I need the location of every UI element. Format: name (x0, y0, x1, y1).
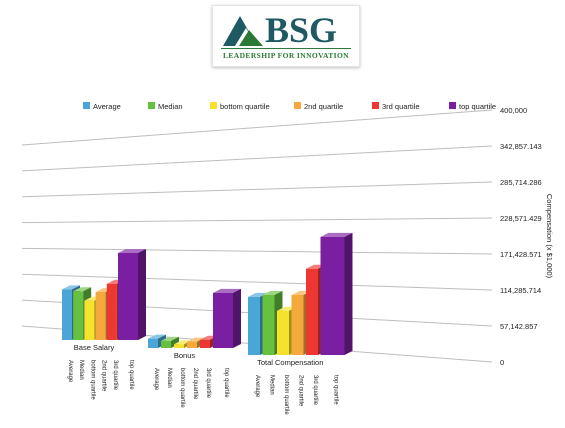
y-tick-label: 400,000 (500, 106, 527, 115)
legend-label: Median (158, 102, 183, 111)
x-tick-label: 3rd quartile (205, 368, 211, 399)
legend-swatch (210, 102, 217, 109)
y-tick-label: 114,285.714 (500, 286, 541, 295)
legend: Average Median bottom quartile 2nd quartile… (83, 102, 496, 111)
legend-swatch (148, 102, 155, 109)
x-tick-label: Median (166, 368, 172, 388)
y-axis-ticks: 0 57,142.857 114,285.714 171,428.571 228,571… (500, 106, 542, 367)
y-tick-label: 228,571.429 (500, 214, 542, 223)
y-axis-label: Compensation (x $1,000) (545, 194, 554, 279)
x-tick-label: 3rd quartile (112, 360, 118, 391)
legend-swatch (83, 102, 90, 109)
y-tick-label: 285,714.286 (500, 178, 542, 187)
x-tick-label: bottom quartile (179, 368, 185, 408)
bars (62, 232, 353, 355)
x-tick-label: 3rd quartile (312, 375, 318, 406)
y-tick-label: 342,857.143 (500, 142, 542, 151)
x-tick-label: Median (78, 360, 84, 380)
logo-tagline: LEADERSHIP FOR INNOVATION (223, 51, 349, 60)
bar (161, 336, 179, 348)
y-tick-label: 57,142.857 (500, 322, 538, 331)
gridline (21, 273, 493, 291)
x-tick-label: Average (254, 375, 260, 398)
x-tick-label: top quartile (223, 368, 229, 398)
category-label: Bonus (174, 351, 196, 360)
legend-label: Average (93, 102, 121, 111)
bar (213, 288, 241, 348)
gridline (21, 181, 493, 198)
legend-label: top quartile (459, 102, 496, 111)
gridline (21, 247, 493, 255)
bar (118, 249, 146, 340)
gridline (21, 145, 493, 172)
x-tick-label: 2nd quartile (192, 368, 198, 400)
gridline (21, 109, 493, 146)
x-tick-label: bottom quartile (89, 360, 95, 400)
x-axis-ticks: Average Median bottom quartile 2nd quartile… (67, 360, 339, 415)
legend-label: 2nd quartile (304, 102, 343, 111)
legend-label: bottom quartile (220, 102, 270, 111)
category-label: Base Salary (74, 343, 115, 352)
y-tick-label: 0 (500, 358, 504, 367)
x-tick-label: top quartile (333, 375, 339, 405)
x-tick-label: 2nd quartile (101, 360, 107, 392)
mountain-logo-icon (223, 16, 263, 46)
x-tick-label: Average (153, 368, 159, 391)
x-tick-label: Average (67, 360, 73, 383)
logo-divider (221, 48, 351, 49)
x-tick-label: Median (269, 375, 275, 395)
category-label: Total Compensation (257, 358, 323, 367)
y-tick-label: 171,428.571 (500, 250, 542, 259)
legend-swatch (372, 102, 379, 109)
legend-swatch (294, 102, 301, 109)
x-tick-label: 2nd quartile (298, 375, 304, 407)
legend-swatch (449, 102, 456, 109)
category-labels: Base Salary Bonus Total Compensation (74, 343, 324, 367)
legend-label: 3rd quartile (382, 102, 420, 111)
gridline (21, 217, 493, 224)
logo-name: BSG (265, 10, 338, 50)
company-logo: BSG LEADERSHIP FOR INNOVATION (212, 5, 360, 67)
x-tick-label: bottom quartile (283, 375, 289, 415)
x-tick-label: top quartile (128, 360, 134, 390)
bar (320, 232, 353, 355)
